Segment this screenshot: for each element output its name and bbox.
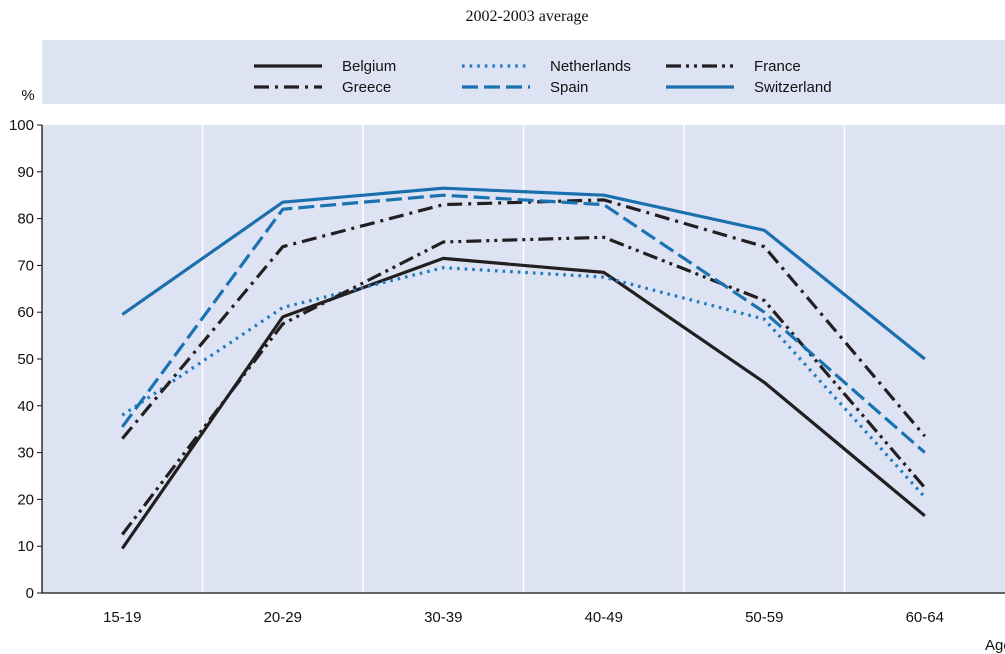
x-tick-label: 60-64: [906, 609, 944, 626]
series-line-greece: [121, 198, 927, 440]
legend-label-france: France: [754, 58, 801, 75]
legend-label-belgium: Belgium: [342, 58, 396, 75]
series-line-france: [121, 235, 927, 536]
series-line-netherlands: [121, 266, 926, 499]
y-tick-label: 90: [17, 164, 34, 181]
y-tick-label: 70: [17, 257, 34, 274]
x-axis-ticks: 15-19 20-29 30-39 40-49 50-59 60-64: [103, 609, 944, 626]
y-tick-label: 10: [17, 538, 34, 555]
y-tick-label: 40: [17, 398, 34, 415]
legend-background: [42, 40, 1005, 104]
y-tick-label: 0: [26, 585, 34, 602]
x-tick-label: 30-39: [424, 609, 462, 626]
y-tick-label: 100: [9, 117, 34, 134]
y-tick-label: 60: [17, 304, 34, 321]
legend-label-switzerland: Switzerland: [754, 79, 832, 96]
gridlines: [201, 125, 846, 593]
legend-label-greece: Greece: [342, 79, 391, 96]
x-tick-label: 50-59: [745, 609, 783, 626]
y-axis-label: %: [21, 87, 34, 104]
x-tick-label: 20-29: [264, 609, 302, 626]
series-line-switzerland: [121, 186, 926, 361]
y-axis-ticks: 0 10 20 30 40 50 60 70 80 90 100: [9, 117, 42, 602]
series-line-spain: [121, 193, 926, 454]
y-tick-label: 50: [17, 351, 34, 368]
chart-title: 2002-2003 average: [465, 8, 588, 25]
legend: Belgium Netherlands France Greece Spain Switz…: [254, 58, 832, 96]
series-line-belgium: [120, 256, 926, 550]
y-tick-label: 80: [17, 211, 34, 228]
legend-label-netherlands: Netherlands: [550, 58, 631, 75]
x-tick-label: 15-19: [103, 609, 141, 626]
x-tick-label: 40-49: [585, 609, 623, 626]
y-tick-label: 20: [17, 491, 34, 508]
x-axis-label: Age: [985, 637, 1005, 654]
series-lines: [120, 186, 927, 550]
legend-label-spain: Spain: [550, 79, 588, 96]
y-tick-label: 30: [17, 445, 34, 462]
